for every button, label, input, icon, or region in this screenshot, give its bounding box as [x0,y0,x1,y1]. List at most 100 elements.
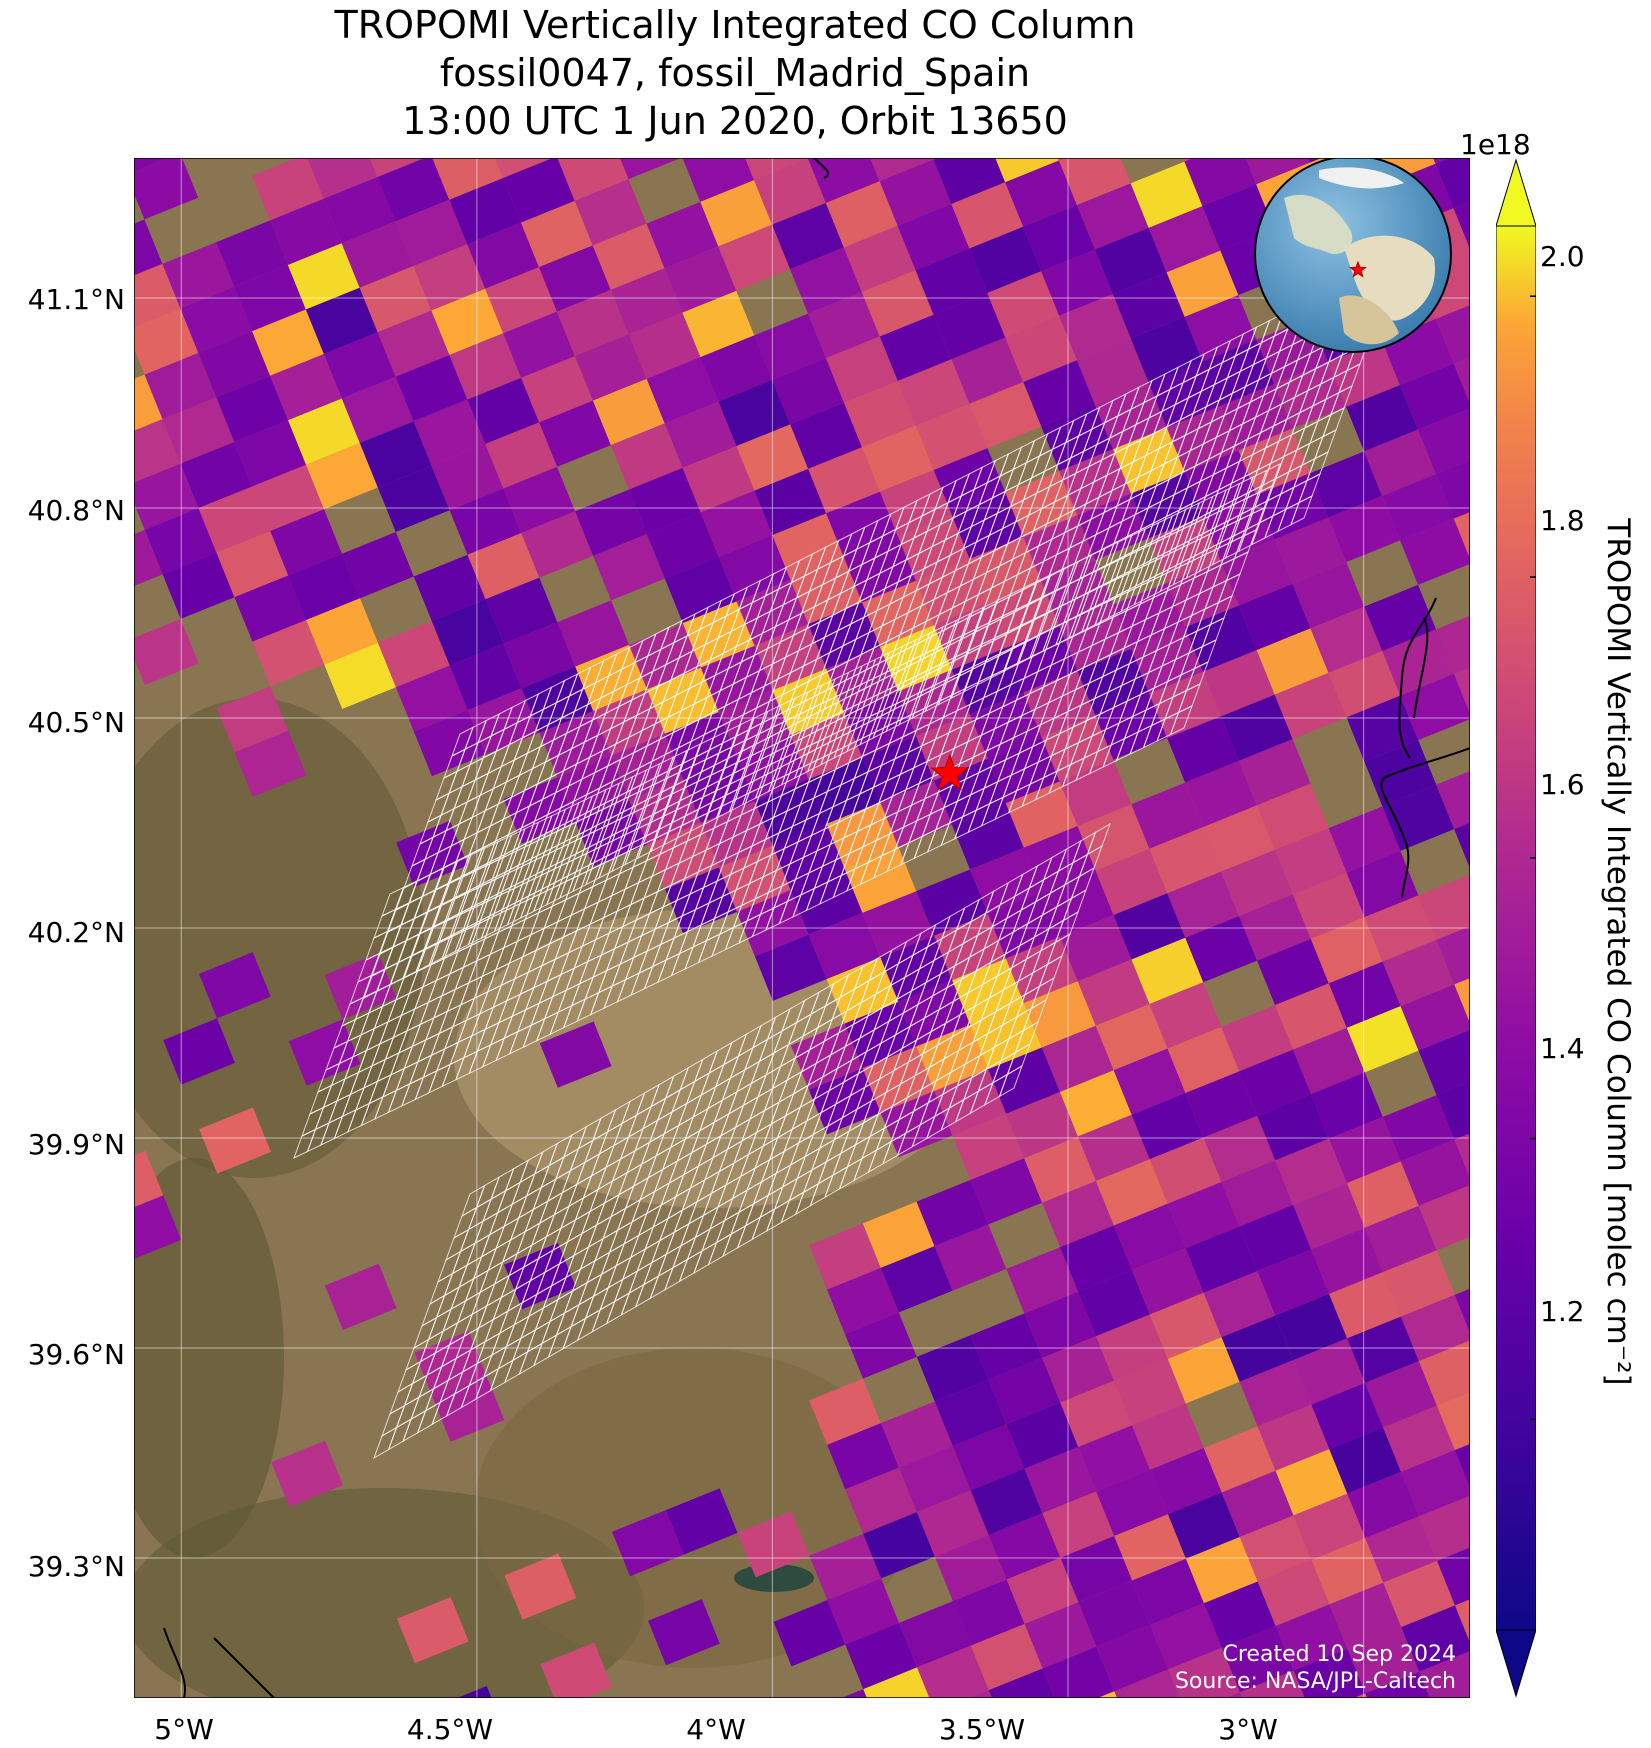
co-pixel [377,310,450,377]
co-pixel [1077,1114,1150,1182]
co-pixel [1382,939,1455,1007]
co-pixel [1400,1294,1470,1362]
co-pixel [915,403,988,470]
co-pixel [163,1018,235,1085]
co-pixel [863,1512,935,1579]
co-pixel [826,802,899,869]
co-pixel [790,868,863,935]
co-pixel [1006,1091,1078,1159]
colorbar-tick-1-4: 1.4 [1540,1032,1585,1065]
co-pixel [1275,1138,1347,1205]
co-pixel [934,1534,1007,1602]
co-pixel [1382,784,1455,851]
lon-tick-3w: 3°W [1218,1713,1278,1746]
co-pixel [988,1513,1061,1580]
co-pixel [1060,1380,1133,1447]
co-pixel [772,358,844,425]
co-pixel [1328,1116,1401,1184]
co-pixel [628,312,701,379]
lon-tick-3-5w: 3.5°W [938,1713,1026,1746]
co-pixel [1041,1025,1114,1092]
co-pixel [772,202,844,270]
co-pixel [1346,1161,1419,1228]
co-pixel [1453,356,1470,404]
co-pixel [1149,982,1222,1049]
co-pixel [969,382,1042,449]
co-pixel [1454,1133,1470,1179]
lon-tick-5w: 5°W [154,1713,214,1746]
co-pixel [1114,1669,1180,1698]
co-pixel [180,441,253,509]
co-pixel [718,535,791,602]
co-pixel [1042,1646,1115,1698]
co-pixel [1149,1448,1222,1515]
co-pixel [1185,760,1257,828]
co-pixel [1041,249,1113,316]
co-pixel [933,158,1006,204]
co-pixel [952,1579,1025,1646]
co-pixel [1435,158,1470,209]
co-pixel [413,710,486,777]
co-pixel [324,953,397,1020]
co-pixel [737,1511,810,1578]
co-pixel [144,508,217,575]
co-pixel [1148,361,1221,428]
co-pixel [1257,1404,1330,1471]
co-pixel [1149,1292,1222,1360]
co-pixel [1364,1205,1437,1273]
co-pixel [880,1090,953,1158]
co-pixel [1310,606,1383,673]
created-date: Created 10 Sep 2024 [1222,1642,1457,1667]
co-pixel [377,621,450,688]
co-pixel [969,1690,992,1698]
co-pixel [180,286,253,353]
co-pixel [1275,1293,1348,1361]
chart-title: TROPOMI Vertically Integrated CO Column [334,3,1136,47]
co-pixel [198,486,271,553]
co-pixel [1220,694,1293,761]
co-pixel [575,489,647,556]
co-pixel [252,309,324,376]
colorbar [1496,158,1536,1698]
co-pixel [736,890,809,957]
co-pixel [1005,781,1078,848]
co-pixel [1221,1470,1294,1538]
co-pixel [1346,385,1418,452]
co-pixel [485,267,557,334]
co-pixel [556,289,629,357]
co-pixel [915,248,988,315]
co-pixel [341,221,414,288]
co-pixel [1095,848,1168,916]
co-pixel [1132,1558,1204,1626]
co-pixel [456,1685,492,1698]
co-pixel [646,512,719,579]
co-pixel [1184,158,1257,207]
co-pixel [1417,408,1470,475]
co-pixel [1311,1382,1384,1450]
co-pixel [1239,1670,1305,1698]
co-pixel [504,1243,576,1310]
co-pixel [134,219,163,276]
co-pixel [306,598,378,665]
lat-tick-39-9: 39.9°N [27,1128,125,1161]
co-pixel [1238,739,1311,806]
co-pixel [718,379,791,447]
co-pixel [413,244,486,311]
co-pixel [1293,1183,1365,1250]
co-pixel [162,242,235,309]
co-pixel [612,1510,684,1577]
co-pixel [700,335,773,402]
co-pixel [1328,961,1401,1028]
co-pixel [162,552,235,619]
co-pixel [574,334,647,401]
co-pixel [1096,1625,1169,1692]
co-pixel [897,514,970,581]
co-pixel [1113,893,1186,960]
co-pixel [825,336,898,403]
co-pixel [1400,1139,1470,1206]
colorbar-tick-1-2: 1.2 [1540,1295,1585,1328]
co-pixel [1114,1359,1186,1426]
co-pixel [1364,895,1437,962]
co-pixel [915,558,988,626]
co-pixel [494,158,553,179]
